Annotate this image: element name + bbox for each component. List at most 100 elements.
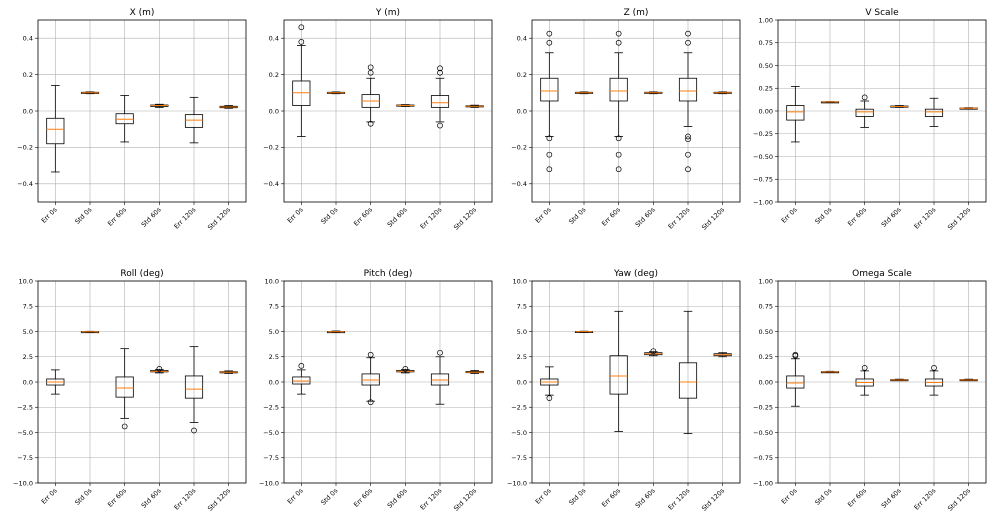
outlier-point — [685, 151, 691, 158]
box-std-120s — [219, 370, 238, 374]
x-tick-label: Err 120s — [419, 486, 444, 511]
x-tick-label: Err 0s — [40, 205, 59, 224]
x-tick-label: Std 120s — [946, 486, 972, 512]
y-tick-label: 7.5 — [23, 303, 33, 311]
x-tick-label: Err 0s — [534, 486, 553, 505]
box-err-120s — [678, 30, 698, 173]
box-iqr — [609, 77, 628, 102]
y-tick-label: −0.4 — [17, 180, 33, 188]
outlier-point — [437, 122, 443, 129]
x-tick-label: Err 60s — [352, 205, 374, 227]
box-iqr — [924, 108, 944, 117]
x-tick-label: Err 0s — [286, 486, 305, 505]
box-err-0s — [786, 351, 805, 407]
y-tick-label: 0.75 — [759, 39, 773, 47]
outlier-point — [615, 166, 622, 173]
x-tick-label: Std 120s — [452, 205, 478, 231]
y-tick-label: −0.4 — [263, 180, 279, 188]
y-tick-label: 0.25 — [759, 353, 773, 361]
box-iqr — [540, 77, 559, 102]
box-err-120s — [924, 365, 944, 396]
y-tick-label: −2.5 — [17, 404, 33, 412]
box-std-120s — [219, 105, 238, 109]
box-std-60s — [644, 91, 663, 95]
y-tick-label: 0.0 — [23, 378, 33, 386]
y-tick-label: 0.50 — [759, 62, 773, 70]
x-tick-label: Std 60s — [140, 205, 163, 228]
box-err-120s — [430, 349, 450, 405]
y-tick-label: −0.2 — [511, 144, 527, 152]
y-tick-label: 0.0 — [269, 378, 279, 386]
subplot-2: −0.4 −0.2 0.0 0.2 0.4 Err 0s Std 0s Err 60s Std … — [511, 8, 741, 232]
box-err-0s — [292, 24, 311, 137]
y-tick-label: 0.25 — [759, 85, 773, 93]
y-tick-label: 0.75 — [759, 303, 773, 311]
y-tick-label: 0.4 — [269, 35, 279, 43]
box-std-60s — [890, 105, 909, 108]
x-tick-label: Err 60s — [600, 205, 622, 227]
y-tick-label: 2.5 — [23, 353, 33, 361]
box-err-120s — [184, 96, 204, 144]
outlier-point — [792, 351, 799, 358]
y-tick-label: 0.0 — [517, 107, 527, 115]
y-tick-label: 10.0 — [19, 277, 33, 285]
outlier-point — [615, 30, 622, 37]
axes-frame — [777, 19, 987, 203]
outlier-point — [546, 135, 553, 142]
subplot-title: Z (m) — [624, 8, 649, 18]
outlier-point — [367, 64, 374, 71]
subplot-0: −0.4 −0.2 0.0 0.2 0.4 Err 0s Std 0s Err 60s Std … — [17, 8, 247, 232]
box-err-60s — [609, 310, 628, 432]
x-tick-label: Std 0s — [567, 486, 588, 507]
box-err-0s — [786, 86, 805, 143]
x-tick-label: Std 60s — [386, 486, 409, 509]
y-tick-label: −0.75 — [753, 176, 773, 184]
outlier-point — [546, 30, 553, 37]
y-tick-label: −1.00 — [753, 479, 773, 487]
y-tick-label: 0.00 — [759, 378, 773, 386]
outlier-point — [685, 133, 691, 140]
y-tick-label: −7.5 — [511, 454, 527, 462]
outlier-point — [615, 151, 622, 158]
x-tick-label: Err 120s — [667, 486, 692, 511]
box-iqr — [184, 375, 204, 399]
box-err-120s — [678, 310, 698, 434]
x-tick-label: Std 0s — [319, 205, 340, 226]
box-std-60s — [644, 348, 663, 357]
subplot-title: Y (m) — [375, 8, 400, 18]
x-tick-label: Err 60s — [846, 205, 868, 227]
y-tick-label: 10.0 — [513, 277, 527, 285]
outlier-point — [685, 39, 691, 46]
box-std-120s — [713, 352, 732, 358]
x-tick-label: Err 0s — [780, 205, 799, 224]
x-tick-label: Std 120s — [946, 205, 972, 231]
box-iqr — [678, 362, 698, 399]
box-std-0s — [326, 91, 346, 95]
outlier-point — [121, 423, 128, 430]
box-iqr — [430, 95, 450, 108]
box-iqr — [855, 108, 874, 117]
box-std-0s — [80, 330, 100, 334]
x-tick-label: Std 120s — [206, 486, 232, 512]
subplot-1: −0.4 −0.2 0.0 0.2 0.4 Err 0s Std 0s Err 60s Std … — [263, 8, 493, 232]
outlier-point — [156, 366, 163, 372]
box-std-60s — [150, 103, 169, 108]
box-std-0s — [326, 330, 346, 334]
box-iqr — [786, 375, 805, 389]
y-tick-label: 5.0 — [517, 328, 527, 336]
y-tick-label: 0.2 — [517, 71, 527, 79]
x-tick-label: Err 120s — [173, 205, 198, 230]
outlier-point — [298, 24, 305, 31]
x-tick-label: Std 60s — [634, 205, 657, 228]
outlier-point — [191, 427, 197, 434]
outlier-point — [546, 395, 553, 402]
y-tick-label: −0.25 — [753, 404, 773, 412]
box-std-120s — [959, 107, 978, 110]
y-tick-label: 5.0 — [23, 328, 33, 336]
outlier-point — [931, 365, 937, 371]
y-tick-label: −1.00 — [753, 198, 773, 206]
box-std-0s — [574, 330, 594, 333]
y-tick-label: 0.2 — [23, 71, 33, 79]
box-err-120s — [184, 346, 204, 434]
